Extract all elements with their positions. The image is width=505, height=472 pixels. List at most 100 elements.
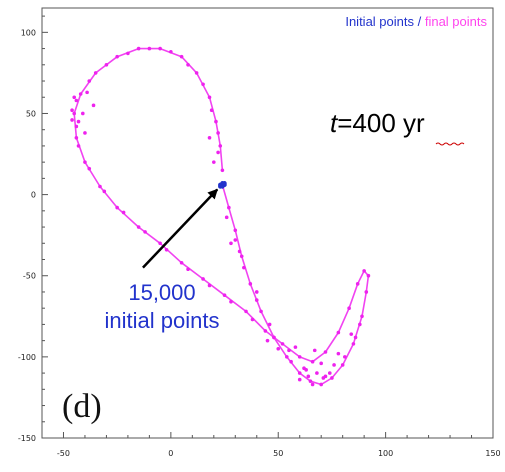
final-point (209, 108, 214, 113)
final-point (336, 330, 341, 335)
final-point (83, 131, 87, 135)
final-point (233, 238, 238, 242)
final-point (353, 335, 358, 340)
final-point (310, 382, 315, 387)
final-point (237, 249, 242, 254)
final-point (194, 71, 199, 75)
initial-points-series (218, 181, 227, 189)
final-point (218, 144, 223, 148)
final-point (265, 338, 270, 343)
y-tick-label: 0 (31, 191, 36, 200)
y-axis-tick-labels: -150 -100 -50 0 50 100 (18, 28, 36, 443)
final-point (244, 309, 248, 314)
final-point (343, 355, 347, 359)
final-point (78, 92, 83, 96)
final-point (297, 377, 302, 382)
x-axis-ticks (41, 432, 494, 438)
final-point (136, 46, 141, 51)
final-point (364, 290, 369, 294)
final-point (87, 166, 92, 171)
final-point (158, 241, 162, 246)
x-tick-label: 100 (378, 449, 393, 458)
final-point (248, 282, 253, 286)
final-point (104, 62, 109, 67)
final-point (216, 150, 220, 155)
final-point (81, 111, 85, 116)
final-point (74, 98, 79, 103)
final-point (98, 184, 102, 189)
final-point (280, 342, 285, 346)
initial-count-label: 15,000 (128, 280, 195, 305)
final-point (74, 136, 79, 140)
y-tick-label: 50 (26, 109, 36, 118)
final-point (126, 51, 130, 56)
final-point (229, 299, 233, 304)
final-point (276, 346, 281, 351)
final-point (136, 225, 141, 229)
final-point (254, 290, 259, 294)
plot-frame (41, 7, 494, 439)
final-point (207, 283, 212, 288)
final-point (297, 371, 302, 375)
final-point (143, 230, 147, 234)
final-point (207, 95, 212, 100)
final-point (164, 247, 169, 252)
initial-point (222, 181, 227, 186)
final-point (222, 293, 227, 298)
final-point (179, 260, 184, 265)
final-point (115, 54, 119, 59)
x-axis-tick-labels: -50 0 50 100 150 (57, 449, 501, 458)
final-point (259, 309, 263, 314)
final-point (287, 348, 291, 353)
final-point (201, 82, 205, 87)
y-tick-label: -150 (18, 434, 36, 443)
final-point (321, 376, 326, 380)
final-point (83, 160, 87, 164)
legend: Initial points / final points (345, 14, 487, 29)
final-point (242, 265, 246, 270)
final-point (121, 210, 126, 215)
final-point (186, 62, 190, 67)
initial-point (218, 184, 223, 189)
final-point (85, 90, 89, 95)
final-point (358, 322, 362, 327)
final-point (179, 54, 184, 59)
final-point (315, 371, 319, 375)
final-point (285, 355, 289, 359)
final-point (70, 108, 74, 113)
final-point (87, 79, 92, 83)
final-point (272, 335, 276, 340)
final-points-series (70, 46, 371, 387)
final-point (336, 351, 341, 356)
final-point (297, 355, 302, 359)
y-tick-label: -100 (18, 353, 36, 362)
x-tick-label: 0 (168, 449, 173, 458)
final-point (330, 376, 334, 380)
spellcheck-underline (435, 142, 465, 146)
final-point (169, 50, 173, 54)
final-point (115, 205, 119, 210)
annotation-arrow (142, 188, 219, 269)
final-point (91, 103, 96, 108)
x-tick-label: -50 (57, 449, 70, 458)
x-tick-label: 50 (273, 449, 283, 458)
final-point (224, 215, 229, 220)
final-point (76, 119, 81, 124)
final-point (319, 382, 323, 387)
time-label: t=400 yr (330, 108, 425, 138)
final-point (229, 241, 233, 246)
final-point (214, 119, 218, 124)
y-tick-label: -50 (23, 272, 36, 281)
legend-entry-final-points: final points (425, 14, 488, 29)
final-point (362, 269, 366, 273)
final-point (306, 374, 311, 379)
final-point (267, 322, 272, 327)
final-point (263, 329, 268, 333)
final-point (254, 298, 259, 302)
initial-points-label: initial points (105, 308, 220, 333)
final-point (72, 95, 77, 100)
y-tick-label: 100 (21, 28, 36, 37)
time-variable: t (330, 108, 339, 138)
final-point (310, 359, 315, 364)
